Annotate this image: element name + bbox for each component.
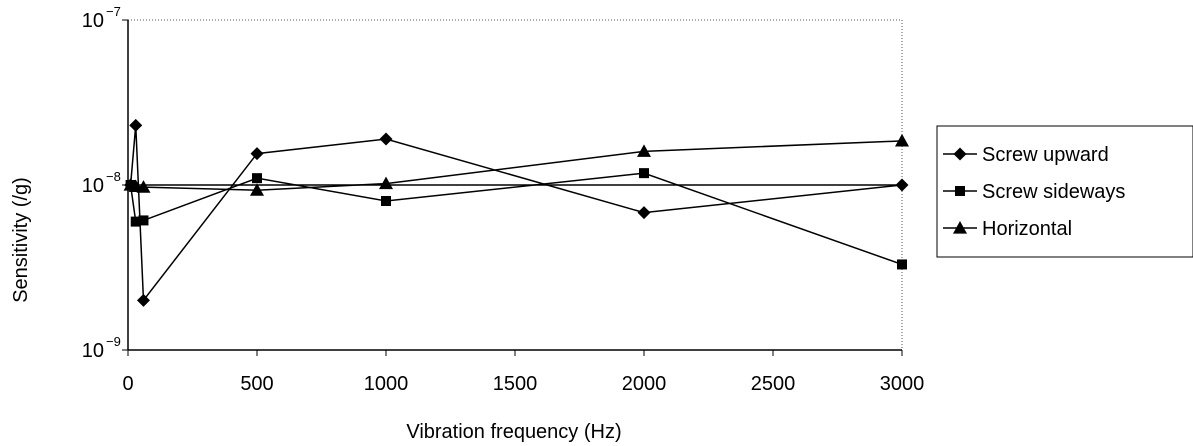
legend-label-screw-sideways: Screw sideways <box>982 181 1125 203</box>
legend-marker-screw-sideways <box>955 186 965 196</box>
y-tick-exponent: −9 <box>106 334 121 349</box>
x-tick-label: 2500 <box>751 373 796 395</box>
data-point-horizontal <box>379 176 393 190</box>
x-tick-label: 1500 <box>493 373 538 395</box>
x-axis-label: Vibration frequency (Hz) <box>406 421 621 443</box>
data-point-screw-upward <box>895 178 909 192</box>
axes <box>122 19 903 356</box>
data-point-horizontal <box>637 144 651 157</box>
data-point-screw-sideways <box>130 216 141 227</box>
series-screw-upward <box>124 118 909 307</box>
legend-label-screw-upward: Screw upward <box>982 144 1109 166</box>
y-tick-exponent: −8 <box>106 169 121 184</box>
data-point-screw-sideways <box>381 195 391 206</box>
legend-label-horizontal: Horizontal <box>982 218 1072 240</box>
data-point-horizontal <box>136 180 151 193</box>
data-point-screw-sideways <box>897 259 907 270</box>
legend: Screw upward Screw sideways Horizontal <box>936 125 1193 258</box>
y-axis-label: Sensitivity (/g) <box>10 177 32 303</box>
y-tick-exponent: −7 <box>106 4 121 19</box>
legend-marker-horizontal <box>953 221 967 234</box>
y-tick-label: 10 <box>82 340 104 362</box>
legend-entry-screw-sideways: Screw sideways <box>943 181 1125 203</box>
data-point-screw-sideways <box>138 215 149 226</box>
y-tick-label: 10 <box>82 175 104 197</box>
data-point-screw-sideways <box>252 173 262 184</box>
series-line-screw-upward <box>129 125 903 303</box>
data-point-screw-sideways <box>639 168 649 179</box>
series-screw-sideways <box>125 168 907 270</box>
x-tick-label: 0 <box>122 373 133 395</box>
legend-box <box>936 125 1193 258</box>
data-point-screw-upward <box>136 293 150 307</box>
series-layer <box>123 118 909 307</box>
data-point-screw-upward <box>250 147 264 161</box>
x-tick-label: 1000 <box>364 373 409 395</box>
x-tick-label: 500 <box>240 373 273 395</box>
series-line-screw-sideways <box>129 172 903 266</box>
series-horizontal <box>123 133 909 196</box>
legend-marker-screw-upward <box>953 147 967 161</box>
legend-entry-horizontal: Horizontal <box>943 218 1072 240</box>
data-point-screw-upward <box>637 206 651 220</box>
data-point-horizontal <box>895 133 909 147</box>
data-point-screw-upward <box>379 132 393 146</box>
legend-entry-screw-upward: Screw upward <box>943 144 1109 166</box>
x-tick-label: 3000 <box>880 373 925 395</box>
x-tick-label: 2000 <box>622 373 667 395</box>
y-tick-label: 10 <box>82 10 104 32</box>
data-point-horizontal <box>250 183 264 196</box>
data-point-screw-upward <box>129 118 143 132</box>
